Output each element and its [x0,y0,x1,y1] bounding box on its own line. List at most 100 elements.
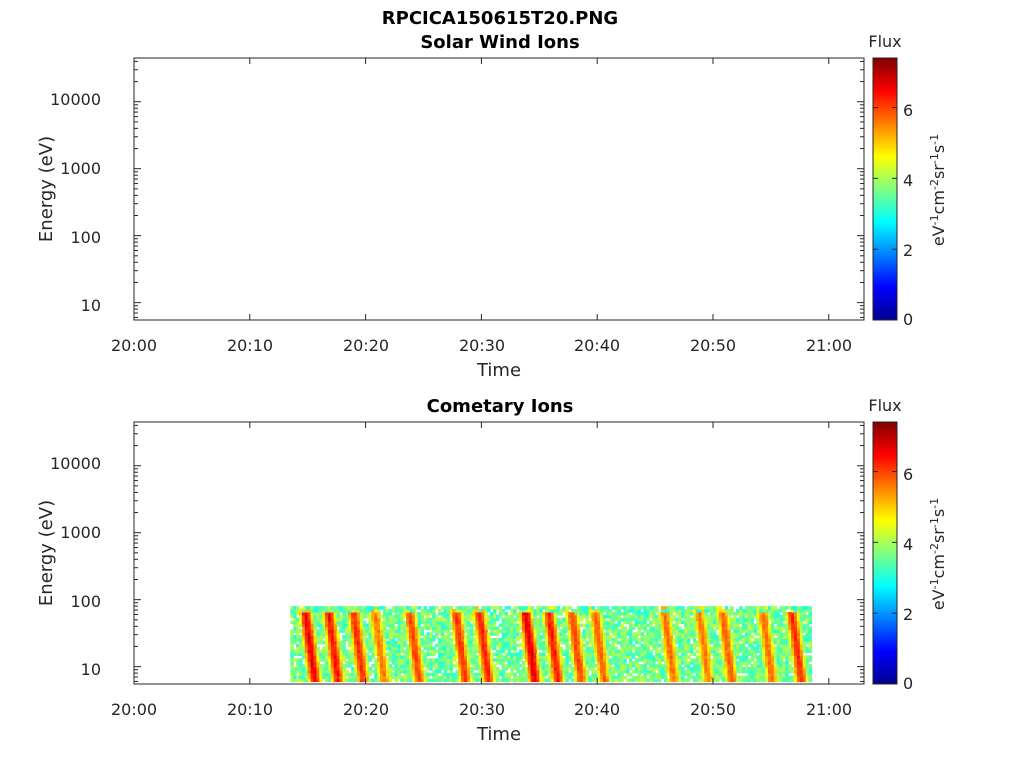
spectrogram-cell [571,646,575,651]
spectrogram-cell [695,632,700,636]
spectrogram-cell [472,655,477,659]
spectrogram-cell [539,672,543,677]
spectrogram-cell [718,635,723,639]
spectrogram-cell [681,609,685,613]
spectrogram-cell [524,669,529,674]
spectrogram-cell [574,669,578,674]
spectrogram-cell [446,655,451,659]
spectrogram-cell [640,638,645,642]
spectrogram-cell [406,606,410,610]
spectrogram-cell [400,664,404,668]
spectrogram-cell [646,632,650,636]
spectrogram-cell [675,666,679,671]
spectrogram-cell [487,632,491,636]
spectrogram-cell [698,620,703,625]
spectrogram-cell [796,632,801,636]
spectrogram-cell [646,614,650,619]
spectrogram-cell [333,658,338,662]
spectrogram-cell [562,640,566,645]
spectrogram-cell [660,617,665,622]
spectrogram-cell [684,646,688,651]
spectrogram-cell [333,614,338,619]
spectrogram-cell [524,623,529,628]
spectrogram-cell [354,652,358,656]
spectrogram-cell [637,646,642,651]
spectrogram-cell [432,658,436,662]
spectrogram-cell [316,629,320,633]
spectrogram-cell [715,661,720,665]
spectrogram-cell [626,640,630,645]
spectrogram-cell [652,643,656,648]
spectrogram-cell [342,675,346,680]
spectrogram-cell [458,643,462,648]
spectrogram-cell [773,632,778,636]
spectrogram-cell [478,632,482,636]
spectrogram-cell [536,664,540,668]
spectrogram-cell [707,643,711,648]
spectrogram-cell [605,629,610,633]
spectrogram-cell [655,658,659,662]
spectrogram-cell [585,672,590,677]
spectrogram-cell [527,614,532,619]
spectrogram-cell [626,609,630,613]
spectrogram-cell [490,626,494,630]
spectrogram-cell [536,678,540,683]
spectrogram-cell [675,623,679,628]
spectrogram-cell [713,611,717,616]
spectrogram-cell [307,664,312,668]
spectrogram-cell [461,658,465,662]
spectrogram-cell [608,638,613,642]
spectrogram-cell [796,626,801,630]
spectrogram-cell [507,640,511,645]
spectrogram-cell [799,658,804,662]
spectrogram-cell [744,635,749,639]
spectrogram-cell [637,609,642,613]
spectrogram-cell [550,672,555,677]
spectrogram-cell [721,666,726,671]
spectrogram-cell [348,626,352,630]
spectrogram-cell [698,652,703,656]
spectrogram-cell [799,666,804,671]
spectrogram-cell [710,646,714,651]
spectrogram-cell [730,626,734,630]
spectrogram-cell [692,652,697,656]
spectrogram-cell [296,635,300,639]
spectrogram-cell [504,672,509,677]
spectrogram-cell [602,649,607,654]
spectrogram-cell [539,661,543,665]
spectrogram-cell [681,620,685,625]
spectrogram-cell [443,626,448,630]
spectrogram-cell [727,652,731,656]
spectrogram-cell [643,640,648,645]
spectrogram-cell [634,638,639,642]
spectrogram-cell [802,664,807,668]
spectrogram-cell [594,643,598,648]
spectrogram-cell [411,672,416,677]
spectrogram-cell [727,629,731,633]
spectrogram-cell [773,652,778,656]
spectrogram-cell [313,623,317,628]
spectrogram-cell [293,640,297,645]
y-tick-label: 100 [70,228,101,247]
spectrogram-cell [646,643,650,648]
spectrogram-cell [299,620,303,625]
spectrogram-cell [411,629,416,633]
spectrogram-cell [782,643,786,648]
spectrogram-cell [681,652,685,656]
spectrogram-cell [527,623,532,628]
spectrogram-cell [435,643,439,648]
spectrogram-cell [634,675,639,680]
spectrogram-cell [655,655,659,659]
spectrogram-cell [391,666,396,671]
spectrogram-cell [380,646,384,651]
spectrogram-cell [487,669,491,674]
spectrogram-cell [536,655,540,659]
spectrogram-cell [469,611,474,616]
spectrogram-cell [487,678,491,683]
spectrogram-cell [310,669,315,674]
spectrogram-cell [695,649,700,654]
spectrogram-cell [663,678,668,683]
spectrogram-cell [605,672,610,677]
spectrogram-cell [432,664,436,668]
spectrogram-cell [507,614,511,619]
